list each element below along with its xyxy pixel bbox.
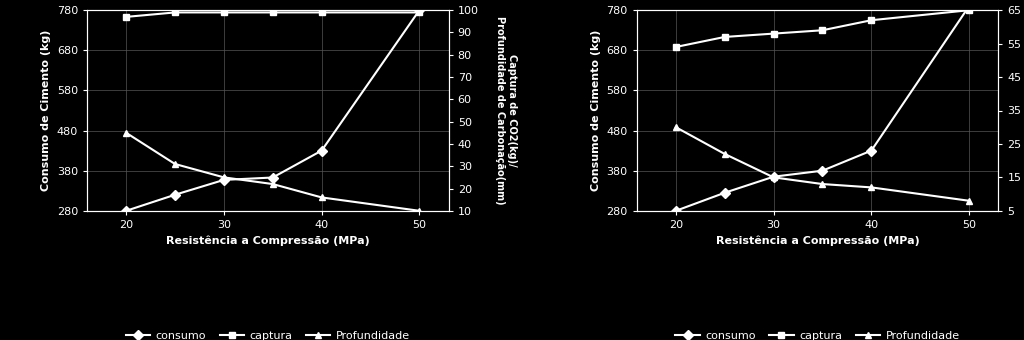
Profundidade <box>120 131 132 135</box>
Profundidade <box>218 175 230 180</box>
consumo <box>719 191 731 195</box>
Line: captura: captura <box>673 7 973 50</box>
Line: consumo: consumo <box>123 7 423 214</box>
captura <box>414 11 426 15</box>
Legend: consumo, captura, Profundidade: consumo, captura, Profundidade <box>121 327 415 340</box>
Line: Profundidade: Profundidade <box>123 129 423 214</box>
consumo <box>670 209 682 213</box>
X-axis label: Resistência a Compressão (MPa): Resistência a Compressão (MPa) <box>716 235 920 246</box>
consumo <box>816 169 828 173</box>
Line: consumo: consumo <box>673 3 973 214</box>
captura <box>767 32 779 36</box>
captura <box>816 28 828 32</box>
captura <box>218 11 230 15</box>
consumo <box>767 175 779 179</box>
captura <box>315 11 328 15</box>
consumo <box>120 209 132 213</box>
consumo <box>315 149 328 153</box>
Y-axis label: Captura de CO2(kg)/
Profundidade de Carbonação(mm): Captura de CO2(kg)/ Profundidade de Carb… <box>496 16 517 205</box>
consumo <box>266 175 279 180</box>
Profundidade <box>414 209 426 213</box>
consumo <box>414 8 426 12</box>
Line: captura: captura <box>123 9 423 20</box>
Profundidade <box>865 185 878 189</box>
Line: Profundidade: Profundidade <box>673 124 973 204</box>
consumo <box>218 178 230 182</box>
Profundidade <box>266 182 279 186</box>
captura <box>120 15 132 19</box>
captura <box>670 45 682 49</box>
Y-axis label: Consumo de Cimento (kg): Consumo de Cimento (kg) <box>591 30 601 191</box>
Profundidade <box>816 182 828 186</box>
captura <box>169 11 181 15</box>
consumo <box>865 149 878 153</box>
Y-axis label: Consumo de Cimento (kg): Consumo de Cimento (kg) <box>41 30 51 191</box>
Profundidade <box>315 195 328 200</box>
Legend: consumo, captura, Profundidade: consumo, captura, Profundidade <box>671 327 965 340</box>
X-axis label: Resistência a Compressão (MPa): Resistência a Compressão (MPa) <box>166 235 370 246</box>
Profundidade <box>719 152 731 156</box>
captura <box>865 18 878 22</box>
consumo <box>169 193 181 197</box>
captura <box>266 11 279 15</box>
Profundidade <box>963 199 975 203</box>
Profundidade <box>670 125 682 129</box>
Profundidade <box>767 175 779 180</box>
consumo <box>963 4 975 8</box>
Profundidade <box>169 162 181 166</box>
captura <box>963 8 975 12</box>
captura <box>719 35 731 39</box>
